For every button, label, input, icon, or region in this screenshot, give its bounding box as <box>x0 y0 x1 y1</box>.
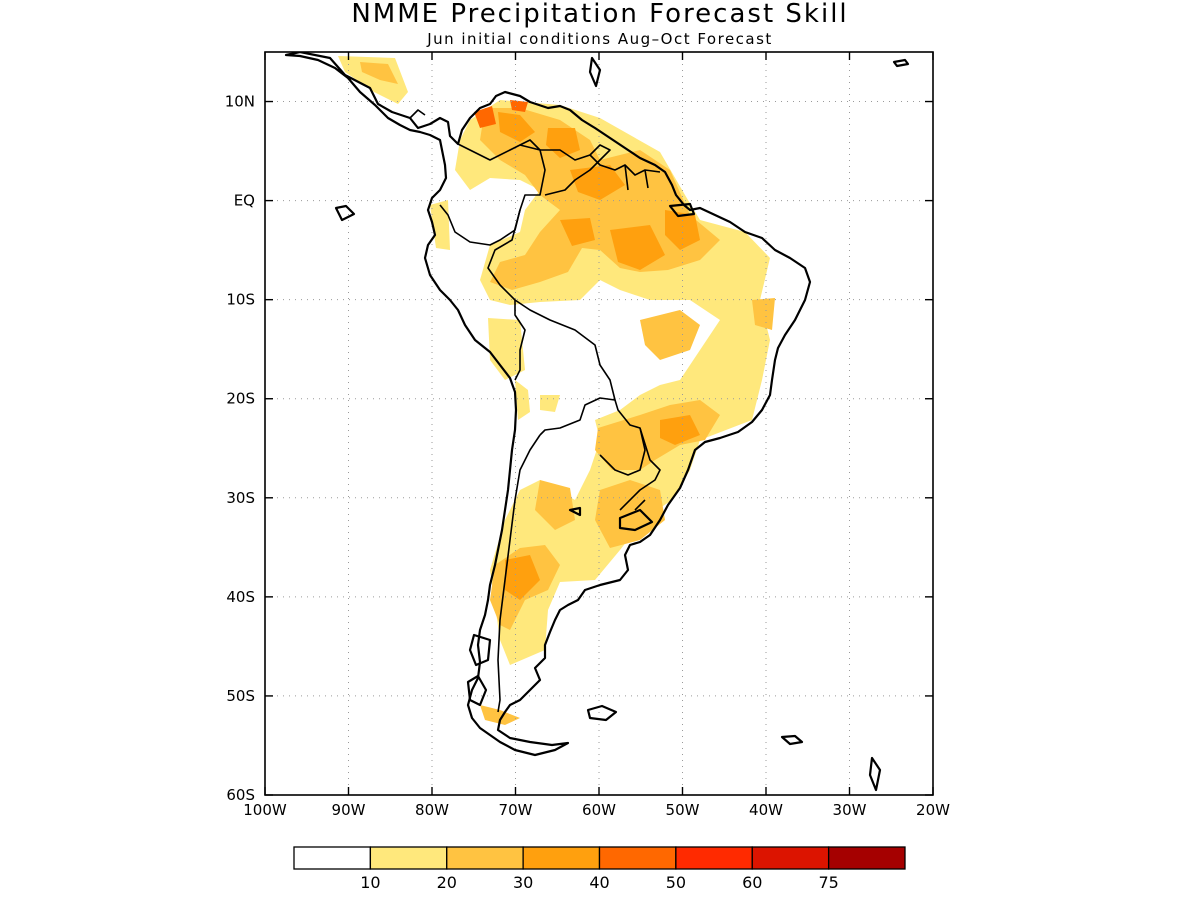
colorbar-label: 30 <box>513 873 533 892</box>
lon-tick-label: 40W <box>749 801 783 819</box>
figure-subtitle: Jun initial conditions Aug–Oct Forecast <box>426 30 773 48</box>
skill-shading-40-50 <box>474 100 528 128</box>
country-borders <box>409 109 661 713</box>
lat-tick-label: 10N <box>225 93 255 111</box>
lat-tick-label: 50S <box>226 687 255 705</box>
colorbar-label: 75 <box>818 873 838 892</box>
lon-tick-label: 70W <box>499 801 533 819</box>
colorbar-swatch-0 <box>293 846 372 870</box>
lon-tick-label: 90W <box>332 801 366 819</box>
lon-tick-label: 30W <box>833 801 867 819</box>
colorbar-label: 60 <box>742 873 762 892</box>
colorbar-swatch-7 <box>827 846 906 870</box>
lat-tick-label: 60S <box>226 786 255 804</box>
longitude-axis: 100W 90W 80W 70W 60W 50W 40W 30W 20W <box>243 52 950 819</box>
lat-tick-label: 30S <box>226 489 255 507</box>
lon-tick-label: 80W <box>415 801 449 819</box>
colorbar: 10 20 30 40 50 60 75 <box>293 846 906 892</box>
map-panel <box>265 52 933 795</box>
colorbar-label: 20 <box>437 873 457 892</box>
colorbar-swatch-5 <box>675 846 753 870</box>
lat-tick-label: EQ <box>234 192 255 210</box>
lon-tick-label: 60W <box>582 801 616 819</box>
latitude-axis: 10N EQ 10S 20S 30S 40S 50S 60S <box>225 93 933 804</box>
figure-title: NMME Precipitation Forecast Skill <box>351 0 848 29</box>
coastlines <box>284 52 910 792</box>
lat-tick-label: 20S <box>226 390 255 408</box>
lon-tick-label: 50W <box>666 801 700 819</box>
colorbar-label: 40 <box>589 873 609 892</box>
colorbar-label: 50 <box>666 873 686 892</box>
colorbar-swatch-3 <box>522 846 601 870</box>
colorbar-swatch-2 <box>446 846 524 870</box>
colorbar-swatch-6 <box>751 846 830 870</box>
lon-tick-label: 20W <box>916 801 950 819</box>
colorbar-swatch-4 <box>598 846 677 870</box>
lon-tick-label: 100W <box>243 801 287 819</box>
colorbar-swatch-1 <box>369 846 448 870</box>
lat-tick-label: 40S <box>226 588 255 606</box>
colorbar-label: 10 <box>360 873 380 892</box>
lat-tick-label: 10S <box>226 291 255 309</box>
